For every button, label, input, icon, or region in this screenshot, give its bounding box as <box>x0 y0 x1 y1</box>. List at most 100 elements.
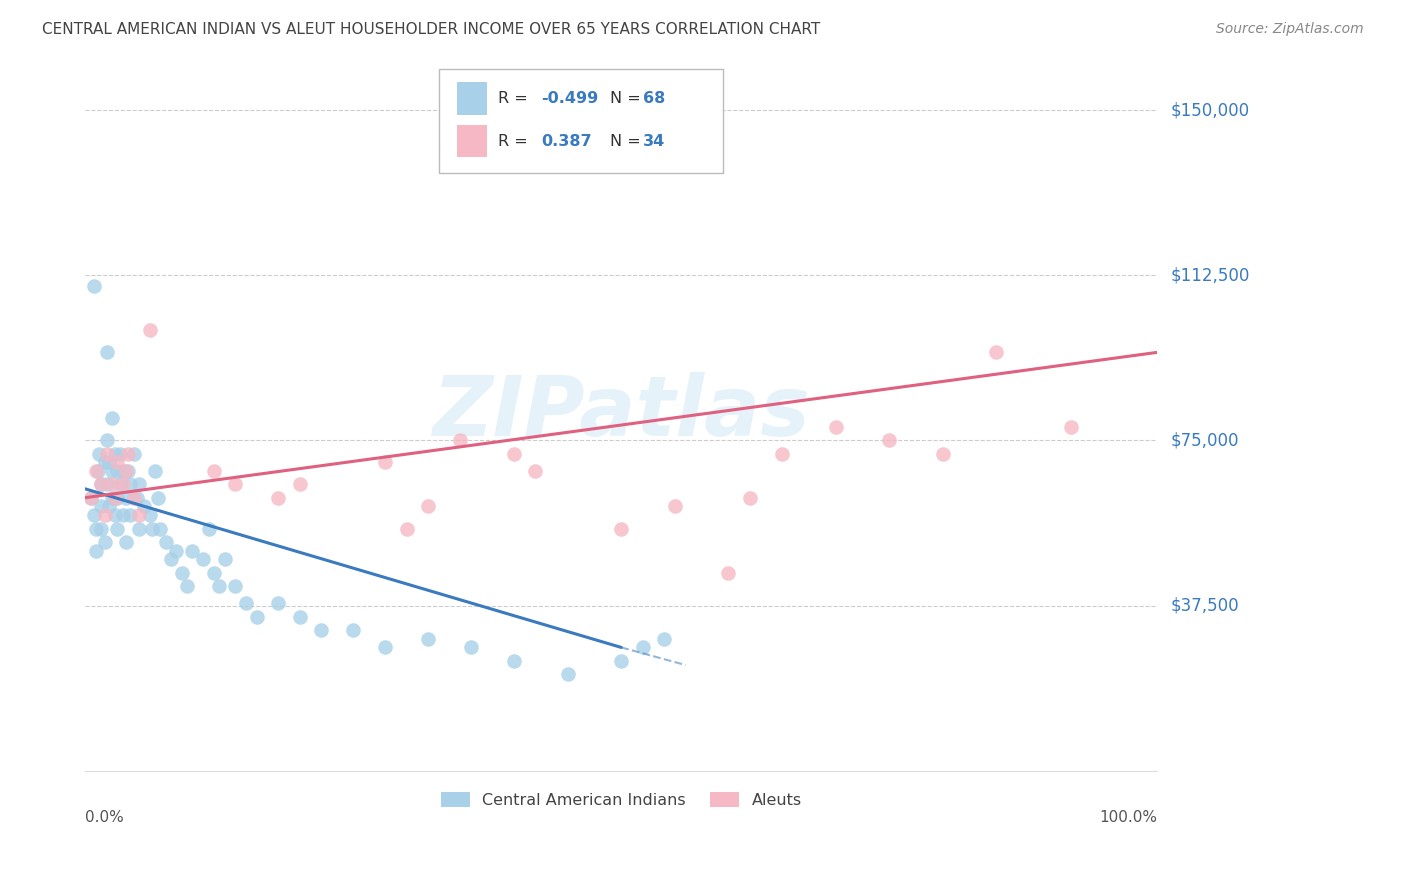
Point <box>96 447 118 461</box>
Text: 0.0%: 0.0% <box>86 810 124 825</box>
FancyBboxPatch shape <box>439 70 723 173</box>
Point <box>90 477 112 491</box>
Point <box>128 508 150 523</box>
Point <box>208 579 231 593</box>
Point <box>122 447 145 461</box>
Point <box>342 623 364 637</box>
Legend: Central American Indians, Aleuts: Central American Indians, Aleuts <box>434 785 808 814</box>
Point <box>107 491 129 505</box>
Point <box>932 447 955 461</box>
Point <box>84 522 107 536</box>
Point <box>610 654 633 668</box>
Point <box>101 464 124 478</box>
Point <box>79 491 101 505</box>
Point <box>193 552 215 566</box>
Point <box>97 455 120 469</box>
Point <box>160 552 183 566</box>
Point <box>224 579 246 593</box>
Point <box>79 491 101 505</box>
Text: $150,000: $150,000 <box>1171 101 1250 120</box>
Point <box>120 477 142 491</box>
Text: 0.387: 0.387 <box>541 134 592 148</box>
Point <box>395 522 418 536</box>
Point <box>97 500 120 514</box>
FancyBboxPatch shape <box>457 125 488 158</box>
Point <box>93 534 115 549</box>
Point <box>267 491 290 505</box>
Point <box>824 420 846 434</box>
Point <box>141 522 163 536</box>
Point <box>738 491 761 505</box>
Point <box>986 345 1008 359</box>
Point <box>90 522 112 536</box>
Point <box>117 447 139 461</box>
Point <box>87 464 110 478</box>
Point <box>125 491 148 505</box>
Point <box>84 543 107 558</box>
Text: Source: ZipAtlas.com: Source: ZipAtlas.com <box>1216 22 1364 37</box>
Point <box>108 477 131 491</box>
Point <box>181 543 204 558</box>
Point <box>176 579 198 593</box>
Text: -0.499: -0.499 <box>541 91 598 105</box>
Point <box>149 522 172 536</box>
Text: N =: N = <box>610 134 647 148</box>
Point <box>309 623 332 637</box>
Point <box>115 534 138 549</box>
Point <box>107 522 129 536</box>
Point <box>170 566 193 580</box>
Point <box>111 464 134 478</box>
Point <box>155 534 177 549</box>
Point <box>104 491 127 505</box>
Point <box>134 500 156 514</box>
Point <box>770 447 793 461</box>
Point <box>267 596 290 610</box>
Text: 34: 34 <box>643 134 665 148</box>
Point <box>224 477 246 491</box>
Text: R =: R = <box>498 134 538 148</box>
Point <box>101 477 124 491</box>
Point <box>288 609 311 624</box>
Point <box>83 508 105 523</box>
Point <box>717 566 740 580</box>
Point <box>128 522 150 536</box>
Point <box>115 464 138 478</box>
FancyBboxPatch shape <box>457 81 488 114</box>
Point <box>107 464 129 478</box>
Point <box>90 500 112 514</box>
Point <box>89 447 111 461</box>
Point <box>96 434 118 448</box>
Point <box>503 447 526 461</box>
Point <box>96 345 118 359</box>
Point <box>111 508 134 523</box>
Text: CENTRAL AMERICAN INDIAN VS ALEUT HOUSEHOLDER INCOME OVER 65 YEARS CORRELATION CH: CENTRAL AMERICAN INDIAN VS ALEUT HOUSEHO… <box>42 22 821 37</box>
Point <box>165 543 187 558</box>
Point <box>96 477 118 491</box>
Point <box>610 522 633 536</box>
Point <box>557 666 579 681</box>
Text: ZIPatlas: ZIPatlas <box>432 373 810 453</box>
Point <box>93 508 115 523</box>
Point <box>111 477 134 491</box>
Point <box>117 464 139 478</box>
Point <box>101 491 124 505</box>
Text: 100.0%: 100.0% <box>1099 810 1157 825</box>
Point <box>202 464 225 478</box>
Point <box>120 508 142 523</box>
Text: N =: N = <box>610 91 647 105</box>
Point <box>104 447 127 461</box>
Point <box>90 477 112 491</box>
Point <box>84 464 107 478</box>
Point <box>148 491 170 505</box>
Point <box>108 447 131 461</box>
Point <box>235 596 257 610</box>
Point <box>1060 420 1083 434</box>
Point <box>374 455 396 469</box>
Point <box>93 455 115 469</box>
Point <box>877 434 900 448</box>
Point <box>101 411 124 425</box>
Point <box>83 279 105 293</box>
Point <box>115 491 138 505</box>
Point <box>374 640 396 655</box>
Text: $75,000: $75,000 <box>1171 432 1240 450</box>
